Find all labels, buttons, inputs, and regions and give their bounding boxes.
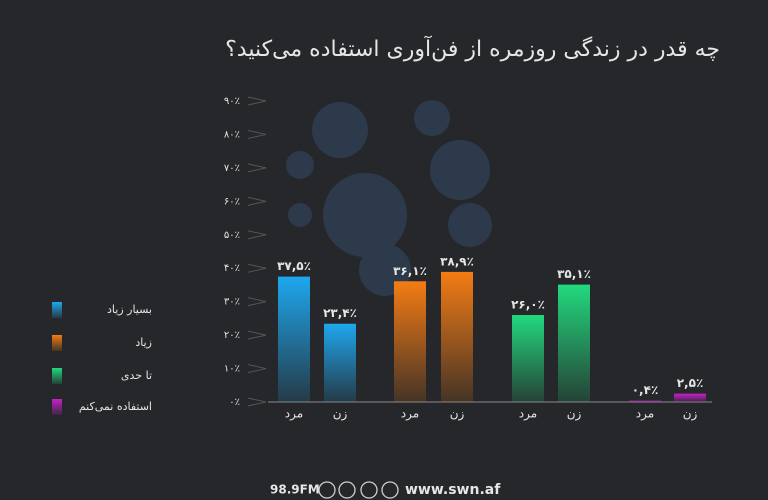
y-tick-label: ۷۰٪ bbox=[224, 163, 240, 174]
tick-mark bbox=[247, 330, 267, 340]
background-decoration bbox=[286, 100, 492, 296]
y-tick-label: ۵۰٪ bbox=[224, 230, 240, 241]
bar bbox=[441, 271, 473, 402]
x-tick-label: مرد bbox=[519, 407, 537, 422]
x-tick-label: مرد bbox=[285, 407, 303, 422]
y-tick-label: ۴۰٪ bbox=[224, 263, 240, 274]
legend-label: استفاده نمی‌کنم bbox=[79, 400, 152, 413]
y-tick-label: ۰٪ bbox=[229, 397, 240, 408]
footer-frequency: 98.9FM bbox=[270, 483, 320, 497]
y-tick-label: ۱۰٪ bbox=[224, 364, 240, 375]
legend-label: تا حدی bbox=[121, 369, 152, 382]
tick-mark bbox=[247, 397, 267, 407]
y-tick-label: ۸۰٪ bbox=[224, 129, 240, 140]
chart-title: چه قدر در زندگی روزمره از فن‌آوری استفاد… bbox=[225, 35, 720, 62]
tick-mark bbox=[247, 230, 267, 240]
bar bbox=[278, 276, 310, 402]
value-label: ۳۶,۱٪ bbox=[393, 264, 427, 278]
tick-mark bbox=[247, 196, 267, 206]
y-tick-label: ۹۰٪ bbox=[224, 96, 240, 107]
bar bbox=[629, 400, 661, 402]
footer-icons bbox=[318, 481, 399, 499]
bar bbox=[394, 281, 426, 402]
bar bbox=[324, 323, 356, 402]
y-tick-label: ۲۰٪ bbox=[224, 330, 240, 341]
bar bbox=[512, 315, 544, 402]
x-tick-label: مرد bbox=[401, 407, 419, 422]
tick-mark bbox=[247, 163, 267, 173]
value-label: ۰,۴٪ bbox=[632, 383, 659, 397]
value-label: ۳۷,۵٪ bbox=[277, 259, 311, 273]
x-tick-label: زن bbox=[333, 407, 348, 422]
legend-swatch bbox=[52, 368, 62, 384]
tick-mark bbox=[247, 96, 267, 106]
value-label: ۳۵,۱٪ bbox=[557, 267, 591, 281]
legend-swatch bbox=[52, 399, 62, 415]
value-label: ۲۳,۴٪ bbox=[323, 306, 357, 320]
tick-mark bbox=[247, 263, 267, 273]
tick-mark bbox=[247, 297, 267, 307]
tick-mark bbox=[247, 129, 267, 139]
x-tick-label: زن bbox=[450, 407, 465, 422]
y-tick-label: ۶۰٪ bbox=[224, 196, 240, 207]
value-label: ۲۶,۰٪ bbox=[511, 298, 545, 312]
legend-swatch bbox=[52, 335, 62, 351]
value-label: ۳۸,۹٪ bbox=[440, 254, 474, 268]
legend-label: زیاد bbox=[135, 336, 152, 349]
x-tick-label: زن bbox=[683, 407, 698, 422]
legend-label: بسیار زیاد bbox=[107, 303, 152, 316]
legend-swatch bbox=[52, 302, 62, 318]
y-tick-label: ۳۰٪ bbox=[224, 297, 240, 308]
footer-website: www.swn.af bbox=[405, 482, 501, 498]
bar bbox=[674, 393, 706, 402]
x-tick-label: مرد bbox=[636, 407, 654, 422]
x-tick-label: زن bbox=[567, 407, 582, 422]
bar bbox=[558, 284, 590, 402]
value-label: ۲,۵٪ bbox=[677, 376, 704, 390]
tick-mark bbox=[247, 364, 267, 374]
